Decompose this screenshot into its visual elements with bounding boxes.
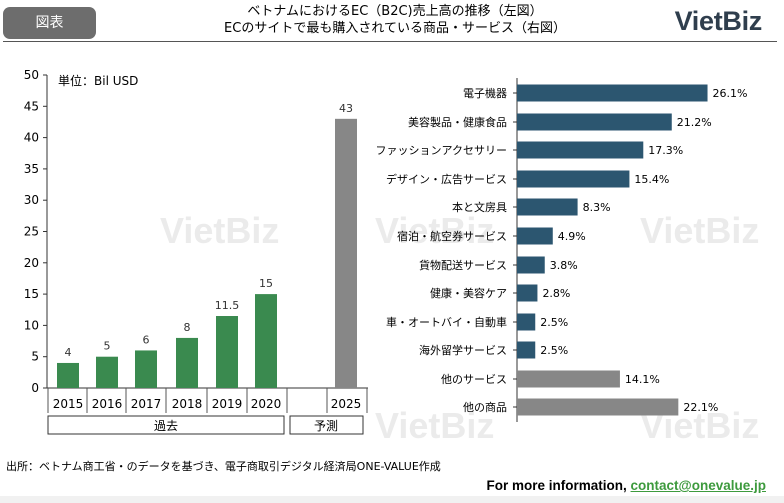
- right-category-label: ファッションアクセサリー: [376, 144, 507, 157]
- right-category-label: 車・オートバイ・自動車: [386, 315, 507, 329]
- left-bar-2019: [216, 316, 238, 388]
- left-x-tick-label: 2025: [331, 397, 362, 411]
- right-category-label: デザイン・広告サービス: [386, 172, 507, 186]
- left-bar-2016: [96, 356, 118, 388]
- left-x-tick-label: 2018: [172, 397, 203, 411]
- right-bar-value-label: 15.4%: [634, 173, 669, 186]
- right-bar-value-label: 17.3%: [648, 144, 683, 157]
- right-bar-10: [517, 370, 620, 388]
- page-title: ベトナムにおけるEC（B2C)売上高の推移（左図） ECのサイトで最も購入されて…: [185, 3, 605, 37]
- left-bar-2025: [335, 118, 357, 388]
- header-divider: [3, 41, 777, 42]
- left-x-tick-label: 2016: [92, 397, 123, 411]
- figure-tag: 図表: [3, 7, 96, 39]
- left-bar-2015: [57, 362, 79, 388]
- right-category-label: 他の商品: [463, 400, 507, 414]
- left-y-tick-label: 5: [31, 350, 39, 364]
- right-bar-value-label: 21.2%: [677, 116, 712, 129]
- group-label-past: 過去: [154, 419, 178, 433]
- right-bar-3: [517, 170, 630, 188]
- right-bar-0: [517, 84, 708, 102]
- left-bar-2018: [176, 337, 198, 388]
- group-label-forecast: 予測: [314, 419, 338, 433]
- left-bar-value-label: 43: [339, 102, 353, 115]
- left-bar-value-label: 15: [259, 277, 273, 290]
- left-x-tick-label: 2020: [251, 397, 282, 411]
- right-bar-7: [517, 284, 538, 302]
- left-y-tick-label: 0: [31, 381, 39, 395]
- right-category-label: 電子機器: [463, 86, 507, 100]
- left-x-tick-label: 2017: [131, 397, 162, 411]
- left-bar-2017: [135, 350, 157, 388]
- right-bar-value-label: 2.5%: [540, 344, 568, 357]
- right-bar-8: [517, 313, 536, 331]
- left-y-tick-label: 40: [24, 131, 39, 145]
- watermark-1: VietBiz: [375, 210, 494, 251]
- left-bar-value-label: 8: [184, 321, 191, 334]
- left-bar-value-label: 4: [65, 346, 72, 359]
- vietbiz-logo: VietBiz: [674, 6, 763, 36]
- right-bar-4: [517, 198, 578, 216]
- left-x-tick-label: 2015: [53, 397, 84, 411]
- left-bar-value-label: 11.5: [215, 299, 240, 312]
- right-bar-value-label: 2.8%: [542, 287, 570, 300]
- right-bar-value-label: 2.5%: [540, 316, 568, 329]
- left-y-tick-label: 50: [24, 68, 39, 82]
- group-box-forecast: [289, 415, 364, 435]
- contact-prefix: For more information,: [486, 478, 631, 493]
- title-line-2: ECのサイトで最も購入されている商品・サービス（右図）: [224, 21, 566, 36]
- right-bar-6: [517, 256, 545, 274]
- contact-email-link[interactable]: contact@onevalue.jp: [630, 478, 766, 493]
- group-box-past: [47, 415, 285, 435]
- left-y-tick-label: 15: [24, 287, 39, 301]
- footer-band: [0, 496, 784, 503]
- right-category-label: 他のサービス: [441, 373, 507, 386]
- right-category-label: 宿泊・航空券サービス: [397, 229, 507, 243]
- right-bar-2: [517, 141, 644, 159]
- right-category-label: 海外留学サービス: [419, 343, 507, 357]
- title-line-1: ベトナムにおけるEC（B2C)売上高の推移（左図）: [247, 4, 543, 19]
- right-bar-value-label: 3.8%: [550, 259, 578, 272]
- right-bar-value-label: 4.9%: [558, 230, 586, 243]
- left-y-tick-label: 25: [24, 225, 39, 239]
- right-category-label: 貨物配送サービス: [419, 258, 507, 272]
- left-unit-label: 単位：Bil USD: [58, 73, 138, 88]
- right-bar-9: [517, 341, 536, 359]
- left-y-tick-label: 45: [24, 99, 39, 113]
- left-x-tick-label: 2019: [212, 397, 243, 411]
- right-category-label: 本と文房具: [452, 200, 507, 214]
- watermark-3: VietBiz: [375, 405, 494, 446]
- right-category-label: 健康・美容ケア: [430, 286, 507, 300]
- contact-info: For more information, contact@onevalue.j…: [487, 478, 766, 493]
- right-bar-value-label: 14.1%: [625, 373, 660, 386]
- left-bar-2020: [255, 294, 277, 388]
- right-bar-5: [517, 227, 553, 245]
- right-bar-11: [517, 398, 679, 416]
- source-note: 出所：ベトナム商工省・のデータを基づき、電子商取引デジタル経済局ONE-VALU…: [6, 460, 441, 473]
- left-bar-value-label: 6: [143, 333, 150, 346]
- left-y-tick-label: 35: [24, 162, 39, 176]
- right-category-label: 美容製品・健康食品: [408, 115, 507, 129]
- right-bar-value-label: 22.1%: [683, 401, 718, 414]
- watermark-2: VietBiz: [640, 210, 759, 251]
- right-bar-value-label: 26.1%: [713, 87, 748, 100]
- left-y-tick-label: 10: [24, 318, 39, 332]
- right-bar-1: [517, 113, 672, 131]
- right-bar-value-label: 8.3%: [583, 201, 611, 214]
- left-y-tick-label: 20: [24, 256, 39, 270]
- left-y-tick-label: 30: [24, 193, 39, 207]
- watermark-0: VietBiz: [160, 210, 279, 251]
- left-bar-value-label: 5: [104, 340, 111, 353]
